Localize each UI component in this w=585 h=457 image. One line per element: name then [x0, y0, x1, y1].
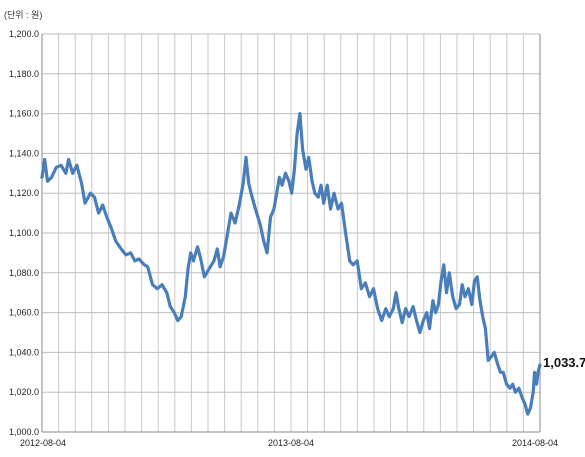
series-line [40, 111, 542, 416]
x-tick-label: 2014-08-04 [512, 438, 558, 448]
unit-label: (단위 : 원) [4, 10, 43, 20]
y-tick-label: 1,200.0 [9, 29, 39, 39]
y-tick-label: 1,160.0 [9, 109, 39, 119]
y-tick-label: 1,120.0 [9, 188, 39, 198]
y-tick-label: 1,040.0 [9, 347, 39, 357]
y-tick-label: 1,100.0 [9, 228, 39, 238]
x-tick-label: 2012-08-04 [20, 438, 66, 448]
y-tick-label: 1,080.0 [9, 268, 39, 278]
y-tick-label: 1,180.0 [9, 69, 39, 79]
end-value-label: 1,033.7 [543, 355, 585, 370]
label-layer: 1,200.0 1,180.0 1,160.0 1,140.0 1,120.0 1,100… [9, 29, 585, 448]
series-layer [40, 111, 542, 416]
y-tick-label: 1,020.0 [9, 387, 39, 397]
x-tick-label: 2013-08-04 [268, 438, 314, 448]
y-tick-label: 1,140.0 [9, 148, 39, 158]
grid-layer [42, 33, 540, 433]
y-tick-label: 1,000.0 [9, 427, 39, 437]
y-tick-label: 1,060.0 [9, 308, 39, 318]
